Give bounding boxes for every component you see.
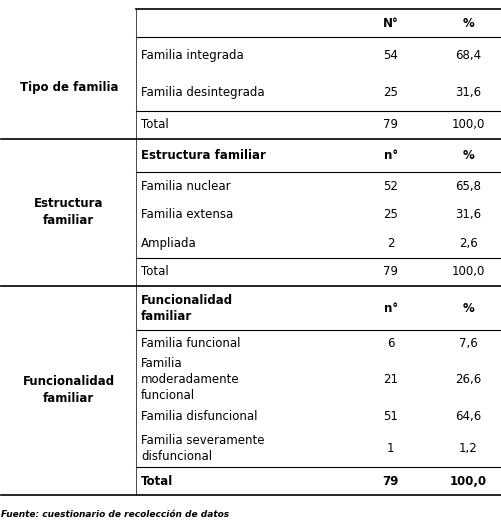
Text: 79: 79 (383, 118, 397, 131)
Text: Familia extensa: Familia extensa (141, 208, 233, 221)
Text: 25: 25 (383, 208, 397, 221)
Text: 1: 1 (386, 442, 394, 455)
Text: Familia severamente
disfuncional: Familia severamente disfuncional (141, 433, 264, 463)
Text: 26,6: 26,6 (454, 374, 480, 387)
Text: 64,6: 64,6 (454, 410, 480, 423)
Text: 51: 51 (383, 410, 397, 423)
Text: n°: n° (383, 302, 397, 315)
Text: %: % (461, 148, 473, 162)
Text: 2: 2 (386, 237, 394, 250)
Text: 31,6: 31,6 (454, 208, 480, 221)
Text: 79: 79 (383, 265, 397, 278)
Text: Estructura familiar: Estructura familiar (141, 148, 266, 162)
Text: Familia integrada: Familia integrada (141, 49, 243, 62)
Text: Familia desintegrada: Familia desintegrada (141, 85, 264, 98)
Text: Total: Total (141, 265, 168, 278)
Text: %: % (461, 17, 473, 30)
Text: Estructura
familiar: Estructura familiar (34, 197, 103, 227)
Text: 100,0: 100,0 (449, 475, 486, 488)
Text: n°: n° (383, 148, 397, 162)
Text: 7,6: 7,6 (458, 337, 476, 350)
Text: 100,0: 100,0 (450, 118, 484, 131)
Text: 25: 25 (383, 85, 397, 98)
Text: 100,0: 100,0 (450, 265, 484, 278)
Text: Ampliada: Ampliada (141, 237, 196, 250)
Text: 79: 79 (382, 475, 398, 488)
Text: N°: N° (382, 17, 398, 30)
Text: Familia funcional: Familia funcional (141, 337, 240, 350)
Text: Total: Total (141, 118, 168, 131)
Text: 68,4: 68,4 (454, 49, 480, 62)
Text: Familia nuclear: Familia nuclear (141, 180, 230, 193)
Text: 31,6: 31,6 (454, 85, 480, 98)
Text: Funcionalidad
familiar: Funcionalidad familiar (141, 294, 233, 322)
Text: 54: 54 (383, 49, 397, 62)
Text: Familia disfuncional: Familia disfuncional (141, 410, 257, 423)
Text: Funcionalidad
familiar: Funcionalidad familiar (23, 376, 115, 405)
Text: 21: 21 (383, 374, 397, 387)
Text: 6: 6 (386, 337, 394, 350)
Text: 1,2: 1,2 (458, 442, 476, 455)
Text: Familia
moderadamente
funcional: Familia moderadamente funcional (141, 357, 239, 402)
Text: 65,8: 65,8 (454, 180, 480, 193)
Text: Fuente: cuestionario de recolección de datos: Fuente: cuestionario de recolección de d… (2, 511, 229, 519)
Text: Tipo de familia: Tipo de familia (20, 81, 118, 94)
Text: 2,6: 2,6 (458, 237, 476, 250)
Text: Total: Total (141, 475, 173, 488)
Text: %: % (461, 302, 473, 315)
Text: 52: 52 (383, 180, 397, 193)
